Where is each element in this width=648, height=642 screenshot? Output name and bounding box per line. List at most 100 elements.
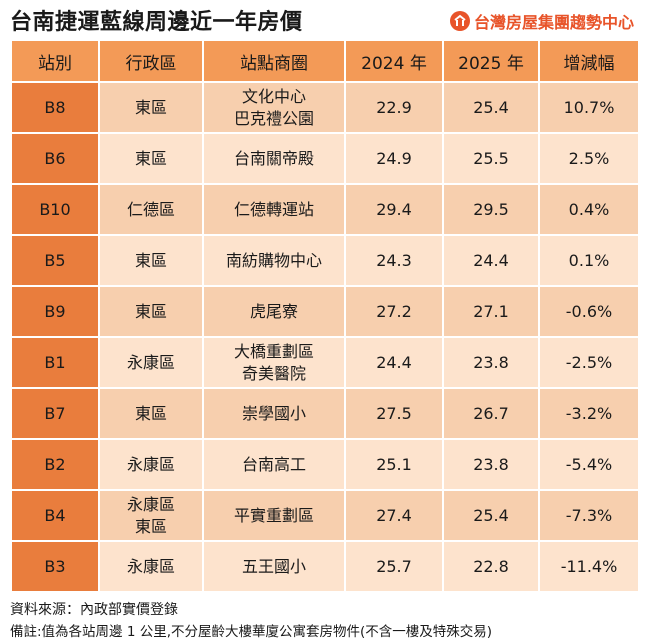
change-cell: -2.5% — [538, 336, 640, 389]
station-code-cell: B7 — [10, 387, 100, 440]
district-cell: 東區 — [98, 387, 204, 440]
change-cell: -7.3% — [538, 489, 640, 542]
price-2024-cell: 24.3 — [344, 234, 444, 287]
district-line: 永康區 — [126, 494, 175, 514]
header-area: 站點商圈 — [202, 39, 346, 83]
table-row: B7 東區 崇學國小 27.5 26.7 -3.2% — [10, 387, 640, 440]
district-line: 東區 — [134, 301, 167, 321]
district-line: 永康區 — [126, 454, 175, 474]
area-line: 奇美醫院 — [241, 363, 306, 383]
area-line: 大橋重劃區 — [233, 341, 314, 361]
table-row: B9 東區 虎尾寮 27.2 27.1 -0.6% — [10, 285, 640, 338]
price-2025-cell: 25.4 — [442, 489, 540, 542]
table-row: B10 仁德區 仁德轉運站 29.4 29.5 0.4% — [10, 183, 640, 236]
price-2024-cell: 27.4 — [344, 489, 444, 542]
district-cell: 東區 — [98, 234, 204, 287]
area-line: 巴克禮公園 — [233, 108, 314, 128]
price-2025-cell: 26.7 — [442, 387, 540, 440]
price-2025-cell: 23.8 — [442, 438, 540, 491]
area-cell: 崇學國小 — [202, 387, 346, 440]
header-station: 站別 — [10, 39, 100, 83]
area-line: 虎尾寮 — [249, 301, 298, 321]
price-2024-cell: 24.4 — [344, 336, 444, 389]
district-line: 永康區 — [126, 556, 175, 576]
price-2024-cell: 29.4 — [344, 183, 444, 236]
station-code-cell: B8 — [10, 81, 100, 134]
price-2024-cell: 22.9 — [344, 81, 444, 134]
brand-logo-icon — [449, 11, 470, 31]
area-line: 仁德轉運站 — [233, 199, 314, 219]
remark-note: 備註:值為各站周邊 1 公里,不分屋齡大樓華廈公寓套房物件(不含一樓及特殊交易) — [10, 624, 493, 640]
area-cell: 文化中心 巴克禮公園 — [202, 81, 346, 134]
brand: 台灣房屋集團趨勢中心 — [449, 9, 634, 33]
district-cell: 永康區 — [98, 540, 204, 593]
table-row: B8 東區 文化中心 巴克禮公園 22.9 25.4 10.7% — [10, 81, 640, 134]
district-line: 東區 — [134, 516, 167, 536]
page-title: 台南捷運藍線周邊近一年房價 — [10, 10, 303, 35]
change-cell: 10.7% — [538, 81, 640, 134]
district-line: 東區 — [134, 403, 167, 423]
price-2024-cell: 27.5 — [344, 387, 444, 440]
house-icon — [454, 14, 466, 26]
change-cell: 0.1% — [538, 234, 640, 287]
district-line: 仁德區 — [126, 199, 175, 219]
table-row: B5 東區 南紡購物中心 24.3 24.4 0.1% — [10, 234, 640, 287]
price-2024-cell: 25.1 — [344, 438, 444, 491]
price-table: 站別 行政區 站點商圈 2024 年 2025 年增減幅 B8 東區 文化中心 巴克禮公園 22… — [10, 39, 640, 593]
district-line: 東區 — [134, 250, 167, 270]
price-2025-cell: 25.4 — [442, 81, 540, 134]
district-cell: 仁德區 — [98, 183, 204, 236]
price-2025-cell: 25.5 — [442, 132, 540, 185]
area-cell: 虎尾寮 — [202, 285, 346, 338]
area-cell: 平實重劃區 — [202, 489, 346, 542]
area-line: 台南關帝殿 — [233, 148, 314, 168]
change-cell: 0.4% — [538, 183, 640, 236]
station-code-cell: B9 — [10, 285, 100, 338]
price-2025-cell: 23.8 — [442, 336, 540, 389]
price-2025-cell: 27.1 — [442, 285, 540, 338]
price-2025-cell: 22.8 — [442, 540, 540, 593]
district-cell: 永康區 東區 — [98, 489, 204, 542]
area-line: 台南高工 — [241, 454, 306, 474]
district-line: 東區 — [134, 97, 167, 117]
district-cell: 東區 — [98, 132, 204, 185]
district-cell: 永康區 — [98, 336, 204, 389]
area-cell: 仁德轉運站 — [202, 183, 346, 236]
header-2024: 2024 年 — [344, 39, 444, 83]
area-line: 五王國小 — [241, 556, 306, 576]
station-code-cell: B10 — [10, 183, 100, 236]
change-cell: -11.4% — [538, 540, 640, 593]
change-cell: 2.5% — [538, 132, 640, 185]
brand-name: 台灣房屋集團趨勢中心 — [473, 13, 634, 32]
change-cell: -0.6% — [538, 285, 640, 338]
district-cell: 永康區 — [98, 438, 204, 491]
table-row: B4 永康區 東區 平實重劃區 27.4 25.4 -7.3% — [10, 489, 640, 542]
table-row: B1 永康區 大橋重劃區 奇美醫院 24.4 23.8 -2.5% — [10, 336, 640, 389]
station-code-cell: B2 — [10, 438, 100, 491]
area-line: 平實重劃區 — [233, 505, 314, 525]
district-cell: 東區 — [98, 285, 204, 338]
price-2025-cell: 29.5 — [442, 183, 540, 236]
district-line: 永康區 — [126, 352, 175, 372]
header-change: 增減幅 — [538, 39, 640, 83]
station-code-cell: B6 — [10, 132, 100, 185]
table-row: B2 永康區 台南高工 25.1 23.8 -5.4% — [10, 438, 640, 491]
station-code-cell: B3 — [10, 540, 100, 593]
area-cell: 台南關帝殿 — [202, 132, 346, 185]
price-2024-cell: 27.2 — [344, 285, 444, 338]
source-note: 資料來源：內政部實價登錄 — [10, 602, 178, 618]
table-row: B6 東區 台南關帝殿 24.9 25.5 2.5% — [10, 132, 640, 185]
price-2025-cell: 24.4 — [442, 234, 540, 287]
change-cell: -5.4% — [538, 438, 640, 491]
header-2025: 2025 年 — [442, 39, 540, 83]
title-bar: 台南捷運藍線周邊近一年房價 台灣房屋集團趨勢中心 — [0, 0, 648, 38]
table-body: B8 東區 文化中心 巴克禮公園 22.9 25.4 10.7% B6 東區 台南關帝殿 24.9 2… — [10, 81, 640, 593]
change-cell: -3.2% — [538, 387, 640, 440]
district-cell: 東區 — [98, 81, 204, 134]
area-line: 崇學國小 — [241, 403, 306, 423]
area-line: 文化中心 — [241, 86, 306, 106]
station-code-cell: B5 — [10, 234, 100, 287]
station-code-cell: B1 — [10, 336, 100, 389]
area-cell: 台南高工 — [202, 438, 346, 491]
station-code-cell: B4 — [10, 489, 100, 542]
